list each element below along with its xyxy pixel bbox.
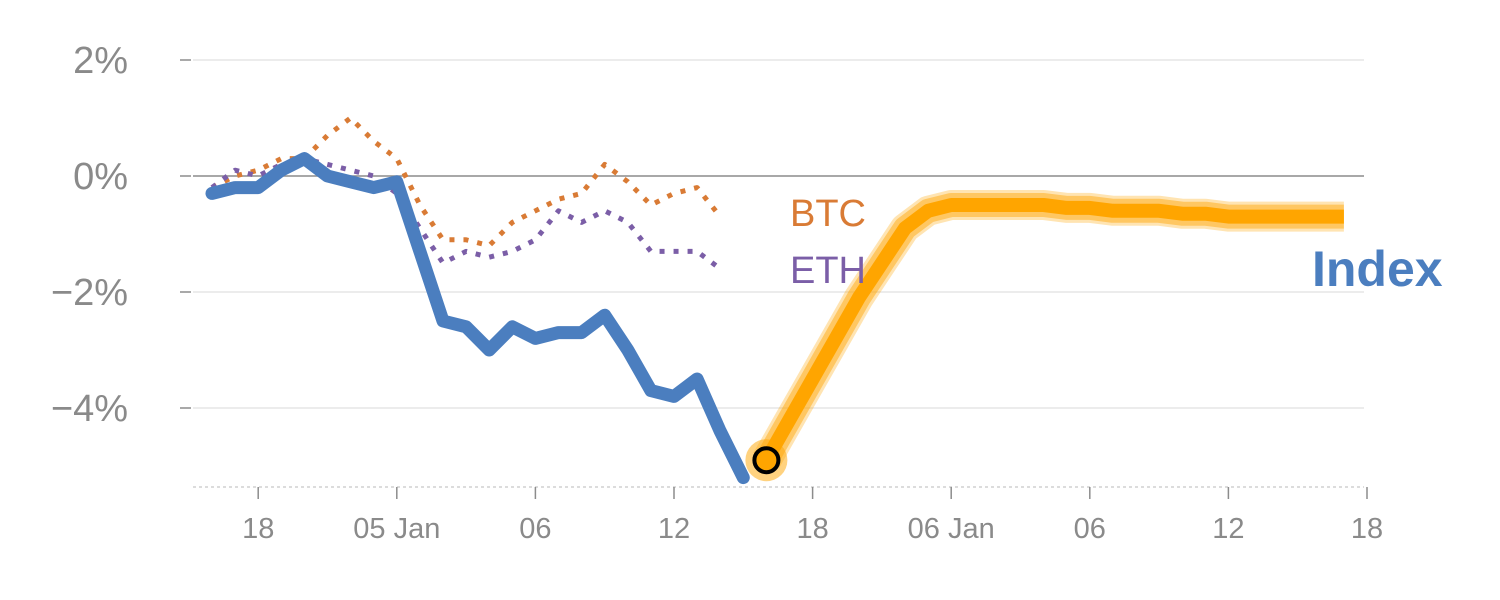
x-tick-label: 18 (796, 513, 828, 545)
x-tick-label: 06 (1074, 513, 1106, 545)
marker-point (752, 446, 781, 475)
series-line-eth (210, 156, 722, 271)
x-tick-label: 06 (519, 513, 551, 545)
x-tick-label: 12 (658, 513, 690, 545)
axis-layer: 2% 0% −2% −4% 18 05 Jan 06 12 18 06 Jan 06 12 18 (51, 40, 1383, 545)
series-label-btc: BTC (790, 193, 866, 235)
grid-layer (180, 59, 1364, 409)
x-tick-label: 18 (1351, 513, 1383, 545)
y-tick-label: 2% (73, 40, 128, 82)
y-tick-label: −4% (51, 388, 128, 430)
y-tick-label: 0% (73, 156, 128, 198)
series-line-index (205, 152, 750, 485)
series-label-eth: ETH (790, 250, 866, 292)
y-tick-label: −2% (51, 272, 128, 314)
x-tick-label: 18 (242, 513, 274, 545)
series-label-index: Index (1312, 241, 1443, 297)
x-tick-label: 05 Jan (353, 513, 440, 545)
x-tick-label: 06 Jan (908, 513, 995, 545)
series-layer (205, 115, 1344, 485)
x-tick-label: 12 (1212, 513, 1244, 545)
series-halo-forecast (753, 190, 1344, 468)
series-line-forecast (760, 198, 1344, 464)
series-line-btc (210, 115, 723, 249)
label-layer: BTC ETH Index (790, 193, 1443, 297)
